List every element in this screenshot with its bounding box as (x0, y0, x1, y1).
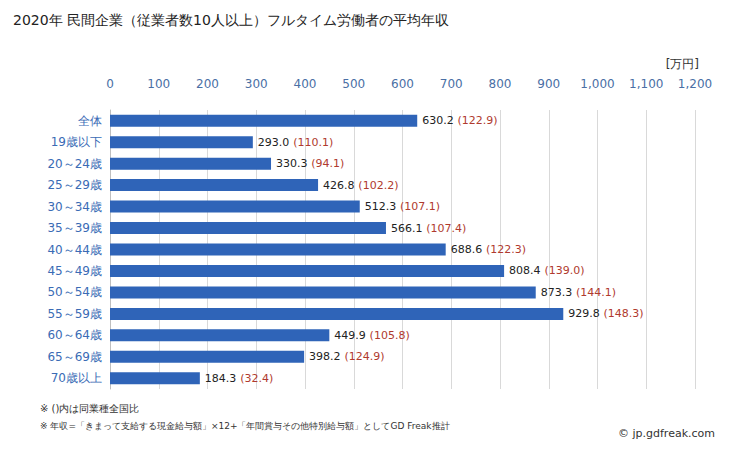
svg-text:(122.3): (122.3) (486, 243, 526, 256)
svg-text:808.4: 808.4 (509, 264, 540, 277)
svg-text:(124.9): (124.9) (344, 350, 384, 363)
svg-text:(105.8): (105.8) (370, 329, 410, 342)
svg-text:426.8: 426.8 (323, 179, 355, 192)
svg-text:55～59歳: 55～59歳 (47, 307, 102, 321)
svg-text:1,200: 1,200 (678, 77, 712, 91)
svg-text:(144.1): (144.1) (576, 286, 616, 299)
svg-text:25～29歳: 25～29歳 (47, 178, 102, 192)
svg-text:20～24歳: 20～24歳 (47, 157, 102, 171)
svg-text:600: 600 (391, 77, 414, 91)
svg-text:© jp.gdfreak.com: © jp.gdfreak.com (618, 427, 715, 440)
svg-text:100: 100 (147, 77, 170, 91)
svg-text:1,000: 1,000 (580, 77, 614, 91)
svg-text:400: 400 (294, 77, 317, 91)
svg-text:19歳以下: 19歳以下 (51, 135, 102, 149)
svg-text:800: 800 (489, 77, 512, 91)
svg-text:300: 300 (245, 77, 268, 91)
svg-text:200: 200 (196, 77, 219, 91)
svg-text:(94.1): (94.1) (311, 157, 344, 170)
svg-text:45～49歳: 45～49歳 (47, 264, 102, 278)
svg-text:30～34歳: 30～34歳 (47, 200, 102, 214)
svg-text:(148.3): (148.3) (604, 307, 644, 320)
svg-text:35～39歳: 35～39歳 (47, 221, 102, 235)
svg-text:(32.4): (32.4) (240, 372, 273, 385)
svg-text:929.8: 929.8 (568, 307, 600, 320)
svg-text:688.6: 688.6 (451, 243, 483, 256)
svg-text:330.3: 330.3 (276, 157, 308, 170)
svg-text:(110.1): (110.1) (293, 136, 333, 149)
svg-text:630.2: 630.2 (422, 114, 454, 127)
svg-text:(102.2): (102.2) (358, 179, 398, 192)
svg-text:※ ()内は同業種全国比: ※ ()内は同業種全国比 (40, 403, 139, 414)
svg-text:1,100: 1,100 (629, 77, 663, 91)
svg-text:50～54歳: 50～54歳 (47, 285, 102, 299)
svg-text:(139.0): (139.0) (544, 264, 584, 277)
svg-text:873.3: 873.3 (541, 286, 573, 299)
svg-text:512.3: 512.3 (365, 200, 397, 213)
svg-text:184.3: 184.3 (205, 372, 237, 385)
svg-text:(122.9): (122.9) (458, 114, 498, 127)
svg-text:566.1: 566.1 (391, 222, 423, 235)
svg-text:398.2: 398.2 (309, 350, 341, 363)
svg-text:40～44歳: 40～44歳 (47, 243, 102, 257)
svg-text:(107.1): (107.1) (400, 200, 440, 213)
svg-text:(107.4): (107.4) (426, 222, 466, 235)
svg-text:700: 700 (440, 77, 463, 91)
svg-text:900: 900 (537, 77, 560, 91)
svg-text:2020年 民間企業（従業者数10人以上）フルタイム労働者の: 2020年 民間企業（従業者数10人以上）フルタイム労働者の平均年収 (13, 12, 449, 28)
svg-text:65～69歳: 65～69歳 (47, 350, 102, 364)
svg-text:449.9: 449.9 (334, 329, 366, 342)
svg-text:500: 500 (342, 77, 365, 91)
svg-text:70歳以上: 70歳以上 (51, 371, 102, 385)
svg-text:※ 年収=「きまって支給する現金給与額」×12+「年間賞与そ: ※ 年収=「きまって支給する現金給与額」×12+「年間賞与その他特別給与額」とし… (40, 421, 450, 431)
svg-text:0: 0 (106, 77, 114, 91)
svg-text:60～64歳: 60～64歳 (47, 328, 102, 342)
svg-text:293.0: 293.0 (258, 136, 290, 149)
svg-text:[万円]: [万円] (666, 57, 699, 71)
svg-text:全体: 全体 (78, 114, 102, 128)
